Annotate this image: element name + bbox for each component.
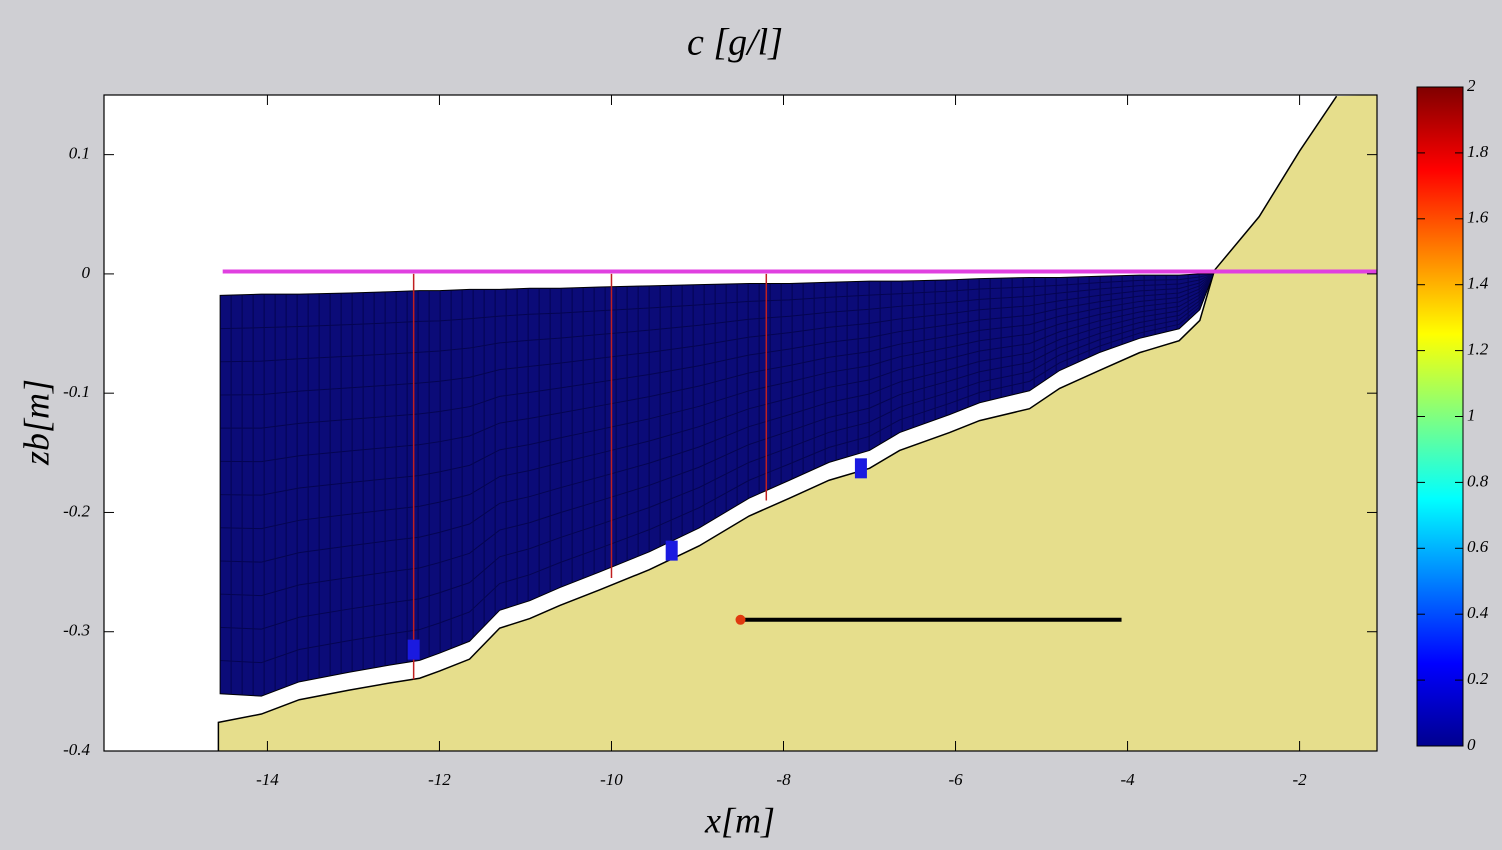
x-tick-label: -10	[600, 770, 623, 789]
chart-title: c [g/l]	[687, 22, 783, 64]
x-tick-label: -4	[1120, 770, 1135, 789]
mesh-line	[220, 273, 1214, 597]
plot-content	[217, 95, 1377, 751]
y-tick-label: 0	[82, 263, 91, 282]
bed-fill	[218, 95, 1377, 751]
marker	[854, 458, 867, 479]
segment-dot	[735, 614, 746, 625]
mesh-line	[220, 273, 1214, 463]
y-tick-label: -0.2	[63, 501, 90, 520]
mesh-line	[220, 273, 1214, 396]
mesh-line	[220, 273, 1214, 530]
colorbar-tick-label: 1.6	[1467, 208, 1489, 227]
marker	[407, 639, 420, 660]
colorbar-tick-label: 0.4	[1467, 603, 1489, 622]
y-tick-label: -0.3	[63, 621, 90, 640]
colorbar-tick-label: 2	[1467, 76, 1476, 95]
x-tick-label: -14	[256, 770, 279, 789]
x-tick-label: -2	[1293, 770, 1308, 789]
mesh-line	[220, 273, 1214, 630]
mesh-line	[220, 273, 1214, 664]
x-tick-label: -12	[428, 770, 451, 789]
plot-frame	[103, 94, 1378, 752]
mesh-line	[220, 273, 1214, 429]
x-tick-label: -6	[948, 770, 963, 789]
y-tick-label: -0.1	[63, 382, 90, 401]
colorbar-tick-label: 1.8	[1467, 142, 1489, 161]
y-tick-label: 0.1	[69, 144, 90, 163]
colorbar-tick-label: 0.6	[1467, 537, 1489, 556]
colorbar-tick-label: 1	[1467, 405, 1476, 424]
x-axis-label: x[m]	[704, 800, 775, 840]
mesh-line	[220, 273, 1214, 563]
colorbar-tick-label: 1.4	[1467, 274, 1489, 293]
x-tick-label: -8	[776, 770, 791, 789]
colorbar-tick-label: 1.2	[1467, 340, 1489, 359]
y-axis-label: zb[m]	[16, 379, 56, 466]
water-area	[219, 273, 1215, 697]
mesh-line	[220, 273, 1214, 496]
colorbar-tick-label: 0.8	[1467, 471, 1489, 490]
y-tick-label: -0.4	[63, 740, 90, 759]
mesh-line	[220, 273, 1214, 363]
colorbar-tick-label: 0.2	[1467, 669, 1489, 688]
mesh-line	[220, 273, 1214, 330]
bed-line	[217, 95, 1338, 751]
marker	[665, 540, 678, 561]
colorbar-tick-label: 0	[1467, 735, 1476, 754]
